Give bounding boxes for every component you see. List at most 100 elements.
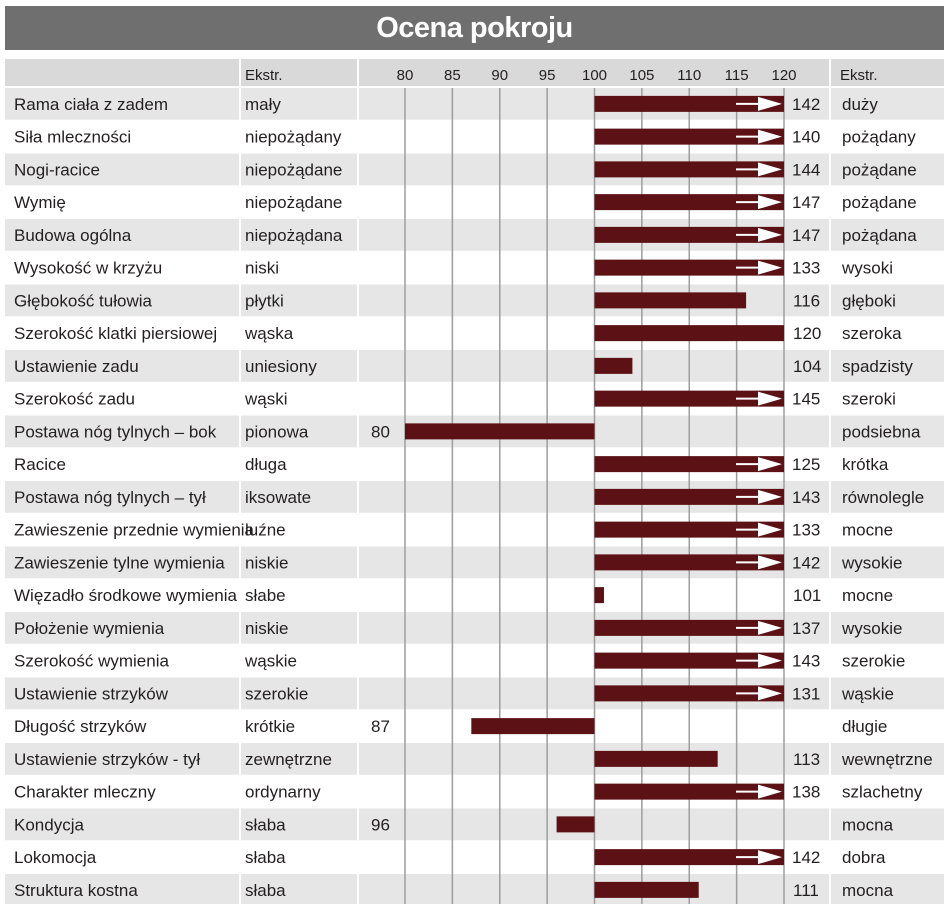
low-extreme-label: mały xyxy=(245,95,281,114)
low-extreme-label: zewnętrzne xyxy=(245,750,332,769)
low-extreme-label: niski xyxy=(245,259,279,278)
trait-label: Więzadło środkowe wymienia xyxy=(14,586,238,605)
chart-title: Ocena pokroju xyxy=(5,6,944,50)
low-extreme-label: słabe xyxy=(245,586,286,605)
row-shade xyxy=(5,284,944,317)
value-label: 116 xyxy=(793,291,820,310)
bar xyxy=(594,95,784,112)
high-extreme-label: pożądane xyxy=(842,160,917,179)
value-label: 80 xyxy=(371,422,390,441)
bar xyxy=(471,718,595,735)
low-extreme-label: niepożądany xyxy=(245,128,342,147)
bar xyxy=(405,423,595,440)
value-label: 144 xyxy=(792,160,820,179)
bar xyxy=(594,554,784,571)
row-shade xyxy=(5,743,944,775)
overflow-arrow-head xyxy=(758,391,782,406)
bar xyxy=(594,325,784,342)
high-extreme-label: szerokie xyxy=(842,652,905,671)
trait-label: Szerokość zadu xyxy=(14,390,135,409)
bar xyxy=(594,488,784,505)
trait-label: Szerokość klatki piersiowej xyxy=(14,324,217,343)
trait-label: Budowa ogólna xyxy=(14,226,132,245)
value-label: 142 xyxy=(792,848,820,867)
value-label: 111 xyxy=(793,881,819,900)
low-extreme-label: niepożądane xyxy=(245,193,342,212)
trait-label: Rama ciała z zadem xyxy=(14,95,168,114)
high-extreme-label: duży xyxy=(842,95,878,114)
overflow-arrow-head xyxy=(758,129,782,144)
bar xyxy=(594,161,784,178)
high-extreme-label: pożądany xyxy=(842,128,916,147)
trait-label: Ustawienie strzyków xyxy=(14,684,169,703)
high-extreme-label: dobra xyxy=(842,848,886,867)
x-tick-label: 115 xyxy=(725,67,749,84)
row-shade xyxy=(5,219,944,251)
x-tick-label: 90 xyxy=(491,67,508,84)
trait-label: Zawieszenie tylne wymienia xyxy=(14,553,225,572)
value-label: 133 xyxy=(792,259,820,278)
overflow-arrow-head xyxy=(758,489,782,504)
low-extreme-label: długa xyxy=(245,455,287,474)
x-tick-label: 120 xyxy=(771,67,796,84)
trait-label: Nogi-racice xyxy=(14,160,100,179)
low-extreme-label: wąski xyxy=(244,390,288,409)
value-label: 87 xyxy=(371,717,390,736)
overflow-arrow-head xyxy=(758,686,782,701)
trait-label: Szerokość wymienia xyxy=(14,652,169,671)
high-extreme-label: szlachetny xyxy=(842,783,923,802)
high-extreme-label: głęboki xyxy=(842,291,896,310)
high-extreme-label: pożądane xyxy=(842,193,917,212)
bar xyxy=(594,357,633,374)
low-extreme-label: wąska xyxy=(244,324,294,343)
x-tick-label: 85 xyxy=(444,67,461,84)
x-tick-label: 80 xyxy=(397,67,414,84)
overflow-arrow-head xyxy=(758,457,782,472)
high-extreme-label: szeroki xyxy=(842,390,896,409)
value-label: 143 xyxy=(792,652,820,671)
overflow-arrow-head xyxy=(758,555,782,570)
trait-label: Kondycja xyxy=(14,815,84,834)
high-extreme-label: wąskie xyxy=(841,684,894,703)
low-extreme-label: uniesiony xyxy=(245,357,317,376)
value-label: 138 xyxy=(792,783,820,802)
high-extreme-label: szeroka xyxy=(842,324,902,343)
trait-label: Wysokość w krzyżu xyxy=(14,259,162,278)
low-extreme-label: krótkie xyxy=(245,717,295,736)
bar xyxy=(594,292,747,309)
high-extreme-label: mocne xyxy=(842,521,893,540)
high-extreme-label: wysokie xyxy=(841,553,902,572)
low-extreme-label: słaba xyxy=(245,815,286,834)
low-extreme-label: słaba xyxy=(245,848,286,867)
overflow-arrow-head xyxy=(758,522,782,537)
trait-label: Wymię xyxy=(14,193,66,212)
bar xyxy=(594,390,784,407)
bar xyxy=(594,652,784,669)
row-shade xyxy=(5,677,944,710)
low-extreme-label: płytki xyxy=(245,291,284,310)
overflow-arrow-head xyxy=(758,620,782,635)
low-extreme-label: niepożądana xyxy=(245,226,343,245)
trait-label: Siła mleczności xyxy=(14,128,131,147)
value-label: 145 xyxy=(792,390,820,409)
value-label: 142 xyxy=(792,553,820,572)
trait-label: Ustawienie zadu xyxy=(14,357,139,376)
bar xyxy=(594,521,784,538)
high-extreme-label: spadzisty xyxy=(842,357,913,376)
bar xyxy=(594,881,699,898)
row-shade xyxy=(5,350,944,382)
trait-label: Racice xyxy=(14,455,66,474)
value-label: 131 xyxy=(792,684,820,703)
bar xyxy=(594,783,784,800)
overflow-arrow-head xyxy=(758,195,782,210)
bar xyxy=(594,128,784,145)
value-label: 96 xyxy=(371,815,390,834)
bar xyxy=(594,685,784,702)
trait-label: Lokomocja xyxy=(14,848,97,867)
low-extreme-label: ordynarny xyxy=(245,783,321,802)
bar xyxy=(556,816,595,833)
low-extreme-label: iksowate xyxy=(245,488,311,507)
high-extreme-label: pożądana xyxy=(842,226,917,245)
bar xyxy=(594,750,718,767)
